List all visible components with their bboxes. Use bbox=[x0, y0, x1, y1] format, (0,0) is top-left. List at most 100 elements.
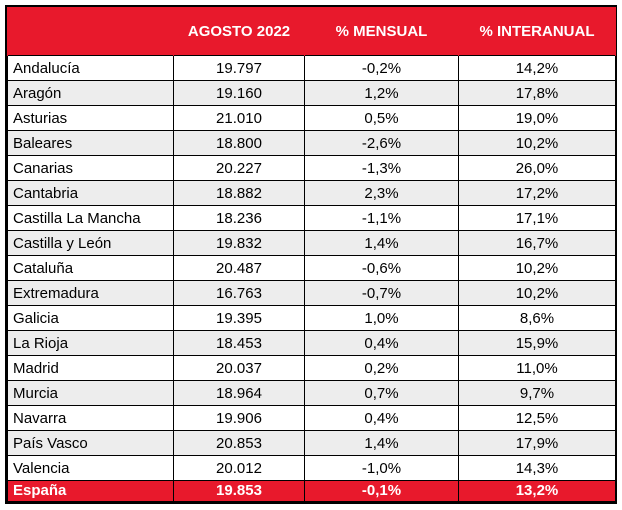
cell-region: Baleares bbox=[7, 130, 174, 156]
total-region: España bbox=[7, 480, 174, 502]
regional-table: AGOSTO 2022 % MENSUAL % INTERANUAL Andal… bbox=[7, 7, 616, 502]
cell-value: 20.853 bbox=[173, 430, 305, 456]
cell-monthly: 1,4% bbox=[304, 230, 459, 256]
table-row: Valencia 20.012 -1,0% 14,3% bbox=[7, 455, 616, 481]
cell-monthly: -0,2% bbox=[304, 55, 459, 81]
cell-value: 20.487 bbox=[173, 255, 305, 281]
cell-value: 20.037 bbox=[173, 355, 305, 381]
cell-region: Cataluña bbox=[7, 255, 174, 281]
total-monthly: -0,1% bbox=[304, 480, 459, 502]
table-row: Navarra 19.906 0,4% 12,5% bbox=[7, 405, 616, 431]
table-row: Galicia 19.395 1,0% 8,6% bbox=[7, 305, 616, 331]
cell-region: Galicia bbox=[7, 305, 174, 331]
table-footer: España 19.853 -0,1% 13,2% bbox=[7, 480, 616, 502]
cell-region: Canarias bbox=[7, 155, 174, 181]
cell-value: 21.010 bbox=[173, 105, 305, 131]
cell-region: Andalucía bbox=[7, 55, 174, 81]
cell-yearly: 19,0% bbox=[458, 105, 616, 131]
cell-region: Aragón bbox=[7, 80, 174, 106]
cell-yearly: 17,8% bbox=[458, 80, 616, 106]
cell-monthly: -1,3% bbox=[304, 155, 459, 181]
cell-region: País Vasco bbox=[7, 430, 174, 456]
cell-value: 19.906 bbox=[173, 405, 305, 431]
cell-yearly: 10,2% bbox=[458, 130, 616, 156]
cell-region: Murcia bbox=[7, 380, 174, 406]
cell-yearly: 14,2% bbox=[458, 55, 616, 81]
cell-monthly: 2,3% bbox=[304, 180, 459, 206]
cell-value: 18.964 bbox=[173, 380, 305, 406]
table-row: Asturias 21.010 0,5% 19,0% bbox=[7, 105, 616, 131]
cell-monthly: 0,2% bbox=[304, 355, 459, 381]
cell-yearly: 26,0% bbox=[458, 155, 616, 181]
table-row: País Vasco 20.853 1,4% 17,9% bbox=[7, 430, 616, 456]
cell-monthly: 0,5% bbox=[304, 105, 459, 131]
cell-value: 18.800 bbox=[173, 130, 305, 156]
cell-value: 19.797 bbox=[173, 55, 305, 81]
cell-monthly: 1,2% bbox=[304, 80, 459, 106]
header-row: AGOSTO 2022 % MENSUAL % INTERANUAL bbox=[7, 7, 616, 56]
cell-monthly: -0,7% bbox=[304, 280, 459, 306]
table-row: La Rioja 18.453 0,4% 15,9% bbox=[7, 330, 616, 356]
cell-region: La Rioja bbox=[7, 330, 174, 356]
cell-region: Castilla La Mancha bbox=[7, 205, 174, 231]
table-row: Cataluña 20.487 -0,6% 10,2% bbox=[7, 255, 616, 281]
cell-region: Asturias bbox=[7, 105, 174, 131]
total-row: España 19.853 -0,1% 13,2% bbox=[7, 480, 616, 502]
cell-yearly: 10,2% bbox=[458, 255, 616, 281]
cell-yearly: 8,6% bbox=[458, 305, 616, 331]
cell-region: Valencia bbox=[7, 455, 174, 481]
header-august-2022: AGOSTO 2022 bbox=[173, 7, 305, 56]
cell-region: Madrid bbox=[7, 355, 174, 381]
header-monthly-change: % MENSUAL bbox=[304, 7, 459, 56]
table-row: Andalucía 19.797 -0,2% 14,2% bbox=[7, 55, 616, 81]
total-value: 19.853 bbox=[173, 480, 305, 502]
cell-yearly: 10,2% bbox=[458, 280, 616, 306]
table-row: Castilla y León 19.832 1,4% 16,7% bbox=[7, 230, 616, 256]
cell-monthly: 0,7% bbox=[304, 380, 459, 406]
table-row: Baleares 18.800 -2,6% 10,2% bbox=[7, 130, 616, 156]
table-row: Aragón 19.160 1,2% 17,8% bbox=[7, 80, 616, 106]
table-row: Extremadura 16.763 -0,7% 10,2% bbox=[7, 280, 616, 306]
table-row: Madrid 20.037 0,2% 11,0% bbox=[7, 355, 616, 381]
cell-value: 16.763 bbox=[173, 280, 305, 306]
cell-region: Cantabria bbox=[7, 180, 174, 206]
cell-value: 18.882 bbox=[173, 180, 305, 206]
total-yearly: 13,2% bbox=[458, 480, 616, 502]
table-row: Castilla La Mancha 18.236 -1,1% 17,1% bbox=[7, 205, 616, 231]
header-yearly-change: % INTERANUAL bbox=[458, 7, 616, 56]
cell-region: Navarra bbox=[7, 405, 174, 431]
cell-value: 20.012 bbox=[173, 455, 305, 481]
table-body: Andalucía 19.797 -0,2% 14,2% Aragón 19.160 1,2… bbox=[7, 55, 616, 481]
cell-monthly: -0,6% bbox=[304, 255, 459, 281]
cell-value: 19.395 bbox=[173, 305, 305, 331]
cell-monthly: 0,4% bbox=[304, 405, 459, 431]
cell-yearly: 17,1% bbox=[458, 205, 616, 231]
cell-monthly: -1,0% bbox=[304, 455, 459, 481]
cell-yearly: 14,3% bbox=[458, 455, 616, 481]
cell-yearly: 15,9% bbox=[458, 330, 616, 356]
cell-value: 20.227 bbox=[173, 155, 305, 181]
cell-region: Extremadura bbox=[7, 280, 174, 306]
cell-value: 18.236 bbox=[173, 205, 305, 231]
header-region bbox=[7, 7, 174, 56]
cell-value: 19.160 bbox=[173, 80, 305, 106]
cell-yearly: 17,9% bbox=[458, 430, 616, 456]
cell-yearly: 12,5% bbox=[458, 405, 616, 431]
cell-yearly: 11,0% bbox=[458, 355, 616, 381]
cell-monthly: -1,1% bbox=[304, 205, 459, 231]
data-table-container: AGOSTO 2022 % MENSUAL % INTERANUAL Andal… bbox=[5, 5, 617, 504]
cell-yearly: 16,7% bbox=[458, 230, 616, 256]
cell-monthly: 0,4% bbox=[304, 330, 459, 356]
table-header: AGOSTO 2022 % MENSUAL % INTERANUAL bbox=[7, 7, 616, 56]
cell-value: 19.832 bbox=[173, 230, 305, 256]
table-row: Cantabria 18.882 2,3% 17,2% bbox=[7, 180, 616, 206]
cell-value: 18.453 bbox=[173, 330, 305, 356]
table-row: Murcia 18.964 0,7% 9,7% bbox=[7, 380, 616, 406]
cell-monthly: 1,0% bbox=[304, 305, 459, 331]
table-row: Canarias 20.227 -1,3% 26,0% bbox=[7, 155, 616, 181]
cell-monthly: 1,4% bbox=[304, 430, 459, 456]
cell-yearly: 9,7% bbox=[458, 380, 616, 406]
cell-region: Castilla y León bbox=[7, 230, 174, 256]
cell-monthly: -2,6% bbox=[304, 130, 459, 156]
cell-yearly: 17,2% bbox=[458, 180, 616, 206]
